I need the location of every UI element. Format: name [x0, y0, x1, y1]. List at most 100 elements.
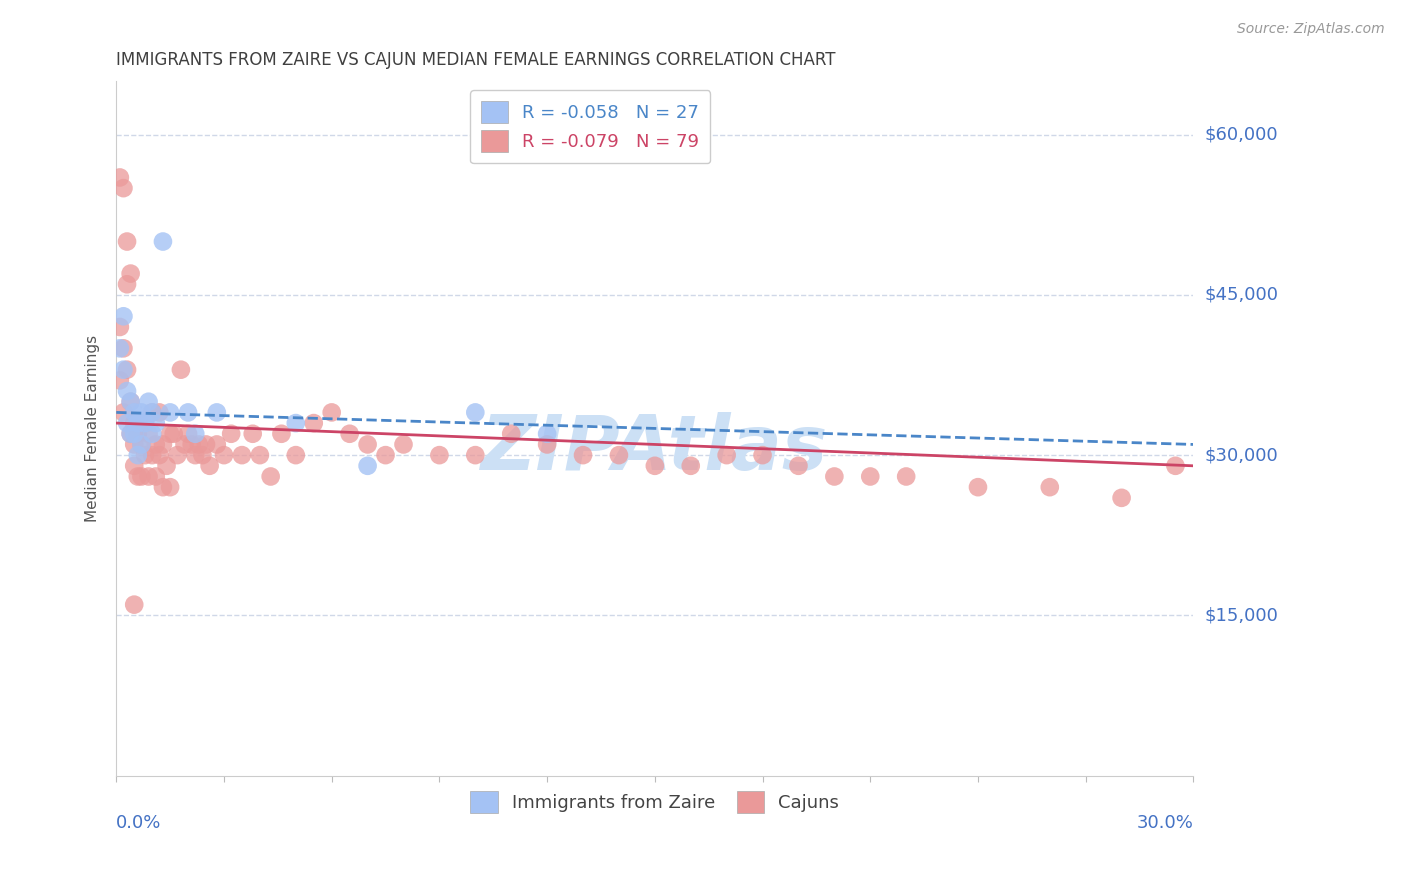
Point — [115, 384, 138, 398]
Y-axis label: Median Female Earnings: Median Female Earnings — [86, 334, 100, 522]
Point — [138, 426, 160, 441]
Point — [134, 416, 156, 430]
Point — [145, 416, 167, 430]
Point — [212, 448, 235, 462]
Point — [108, 342, 131, 356]
Point — [205, 437, 228, 451]
Point — [115, 362, 138, 376]
Point — [112, 310, 135, 324]
Point — [187, 437, 209, 451]
Point — [177, 405, 200, 419]
Point — [607, 448, 630, 462]
Point — [572, 448, 595, 462]
Point — [138, 469, 160, 483]
Point — [195, 437, 218, 451]
Point — [115, 235, 138, 249]
Point — [242, 426, 264, 441]
Text: IMMIGRANTS FROM ZAIRE VS CAJUN MEDIAN FEMALE EARNINGS CORRELATION CHART: IMMIGRANTS FROM ZAIRE VS CAJUN MEDIAN FE… — [117, 51, 835, 69]
Point — [131, 469, 153, 483]
Point — [145, 437, 167, 451]
Point — [115, 416, 138, 430]
Point — [122, 458, 145, 473]
Text: $60,000: $60,000 — [1205, 126, 1278, 144]
Point — [148, 448, 170, 462]
Point — [716, 448, 738, 462]
Point — [751, 448, 773, 462]
Point — [108, 170, 131, 185]
Point — [120, 426, 142, 441]
Point — [127, 469, 149, 483]
Point — [120, 394, 142, 409]
Point — [284, 416, 307, 430]
Point — [536, 426, 558, 441]
Point — [270, 426, 292, 441]
Point — [219, 426, 242, 441]
Point — [166, 448, 188, 462]
Point — [1164, 458, 1187, 473]
Point — [134, 416, 156, 430]
Point — [392, 437, 415, 451]
Point — [464, 405, 486, 419]
Point — [205, 405, 228, 419]
Point — [131, 437, 153, 451]
Point — [177, 426, 200, 441]
Point — [787, 458, 810, 473]
Point — [112, 342, 135, 356]
Point — [429, 448, 451, 462]
Point — [284, 448, 307, 462]
Point — [191, 448, 214, 462]
Point — [141, 405, 163, 419]
Text: $30,000: $30,000 — [1205, 446, 1278, 464]
Point — [1111, 491, 1133, 505]
Point — [823, 469, 845, 483]
Point — [184, 448, 207, 462]
Point — [112, 181, 135, 195]
Point — [112, 405, 135, 419]
Point — [249, 448, 271, 462]
Point — [141, 405, 163, 419]
Point — [145, 469, 167, 483]
Point — [967, 480, 990, 494]
Point — [127, 448, 149, 462]
Point — [115, 277, 138, 292]
Point — [339, 426, 361, 441]
Point — [120, 426, 142, 441]
Point — [108, 373, 131, 387]
Point — [231, 448, 253, 462]
Text: $15,000: $15,000 — [1205, 607, 1278, 624]
Point — [198, 458, 221, 473]
Point — [138, 394, 160, 409]
Point — [356, 458, 378, 473]
Point — [152, 480, 174, 494]
Point — [155, 458, 177, 473]
Point — [679, 458, 702, 473]
Point — [260, 469, 283, 483]
Legend: Immigrants from Zaire, Cajuns: Immigrants from Zaire, Cajuns — [461, 782, 848, 822]
Point — [859, 469, 882, 483]
Point — [159, 480, 181, 494]
Point — [501, 426, 523, 441]
Point — [134, 448, 156, 462]
Point — [163, 426, 186, 441]
Point — [122, 416, 145, 430]
Point — [356, 437, 378, 451]
Point — [141, 448, 163, 462]
Point — [302, 416, 325, 430]
Text: 30.0%: 30.0% — [1136, 814, 1194, 832]
Point — [159, 426, 181, 441]
Point — [170, 362, 193, 376]
Text: Source: ZipAtlas.com: Source: ZipAtlas.com — [1237, 22, 1385, 37]
Point — [122, 405, 145, 419]
Point — [321, 405, 343, 419]
Point — [1039, 480, 1062, 494]
Point — [127, 416, 149, 430]
Point — [120, 394, 142, 409]
Point — [122, 426, 145, 441]
Point — [644, 458, 666, 473]
Point — [127, 426, 149, 441]
Point — [159, 405, 181, 419]
Point — [180, 437, 202, 451]
Point — [173, 437, 195, 451]
Point — [896, 469, 918, 483]
Point — [464, 448, 486, 462]
